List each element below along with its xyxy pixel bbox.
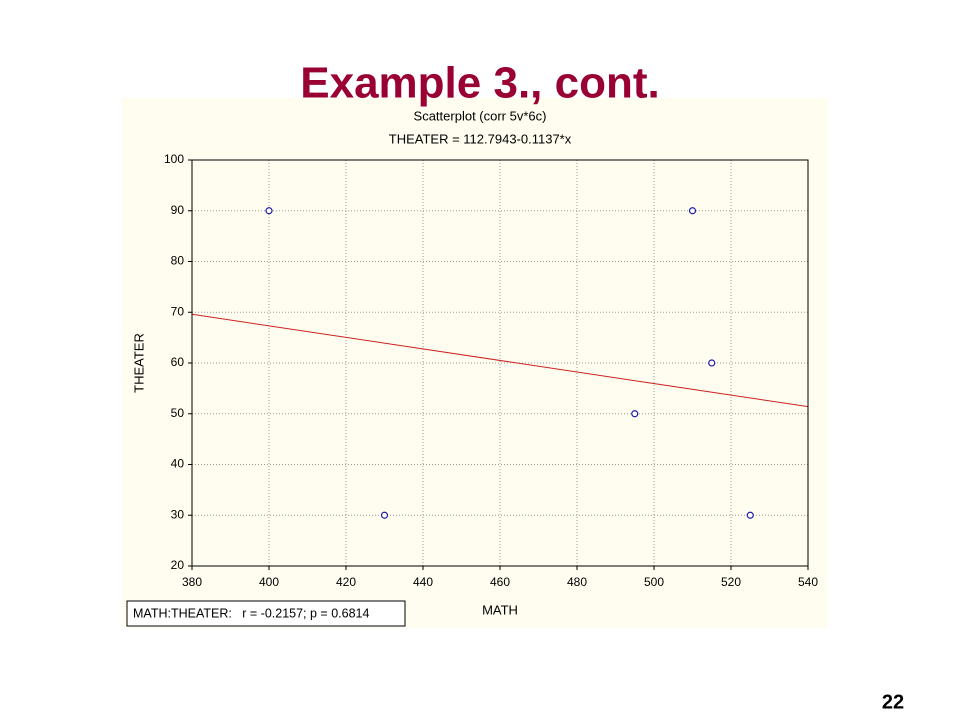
slide-title: Example 3., cont. xyxy=(300,59,659,108)
x-tick-label: 380 xyxy=(182,575,202,589)
y-tick-label: 90 xyxy=(171,203,185,217)
y-tick-label: 70 xyxy=(171,304,185,318)
y-tick-label: 80 xyxy=(171,254,185,268)
scatter-point xyxy=(631,410,639,418)
x-tick-label: 440 xyxy=(413,575,433,589)
scatter-point xyxy=(380,511,389,519)
x-axis-label: MATH xyxy=(482,602,518,617)
scatter-point xyxy=(265,207,273,215)
y-tick-label: 30 xyxy=(171,507,185,521)
scatter-point xyxy=(688,207,697,215)
chart-title: Scatterplot (corr 5v*6c) xyxy=(414,108,547,123)
x-tick-label: 420 xyxy=(336,575,356,589)
fit-line xyxy=(191,313,809,408)
page-number: 22 xyxy=(882,691,904,713)
y-tick-label: 100 xyxy=(164,152,184,166)
x-tick-label: 520 xyxy=(721,575,741,589)
y-tick-label: 40 xyxy=(171,457,185,471)
x-tick-label: 480 xyxy=(567,575,587,589)
plot-frame xyxy=(191,159,809,567)
x-tick-label: 400 xyxy=(259,575,279,589)
y-tick-label: 60 xyxy=(171,355,185,369)
y-tick-label: 50 xyxy=(171,406,185,420)
y-tick-label: 20 xyxy=(171,558,185,572)
scatter-point xyxy=(708,359,716,367)
plot-area: 380 400 420 440 460 480 500 520 540 20 30 40 50 60 70 8… xyxy=(164,152,818,589)
x-tick-label: 540 xyxy=(798,575,818,589)
stat-box xyxy=(126,600,406,627)
x-tick-label: 500 xyxy=(644,575,664,589)
x-tick-label: 460 xyxy=(490,575,510,589)
stat-annotation: MATH:THEATER: r = -0.2157; p = 0.6814 xyxy=(133,606,369,620)
y-axis-label: THEATER xyxy=(131,333,146,393)
chart-subtitle: THEATER = 112.7943-0.1137*x xyxy=(389,131,572,146)
scatter-point xyxy=(746,511,754,519)
